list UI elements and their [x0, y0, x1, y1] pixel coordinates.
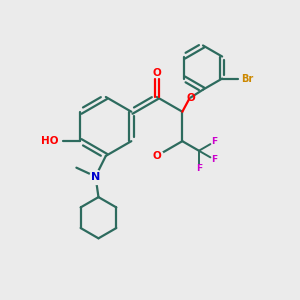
Text: HO: HO — [41, 136, 58, 146]
Text: O: O — [152, 68, 161, 78]
Text: F: F — [211, 137, 218, 146]
Text: O: O — [186, 93, 195, 103]
Text: Br: Br — [241, 74, 253, 84]
Text: N: N — [91, 172, 100, 182]
Text: F: F — [211, 155, 218, 164]
Text: O: O — [152, 151, 161, 161]
Text: F: F — [196, 164, 202, 173]
